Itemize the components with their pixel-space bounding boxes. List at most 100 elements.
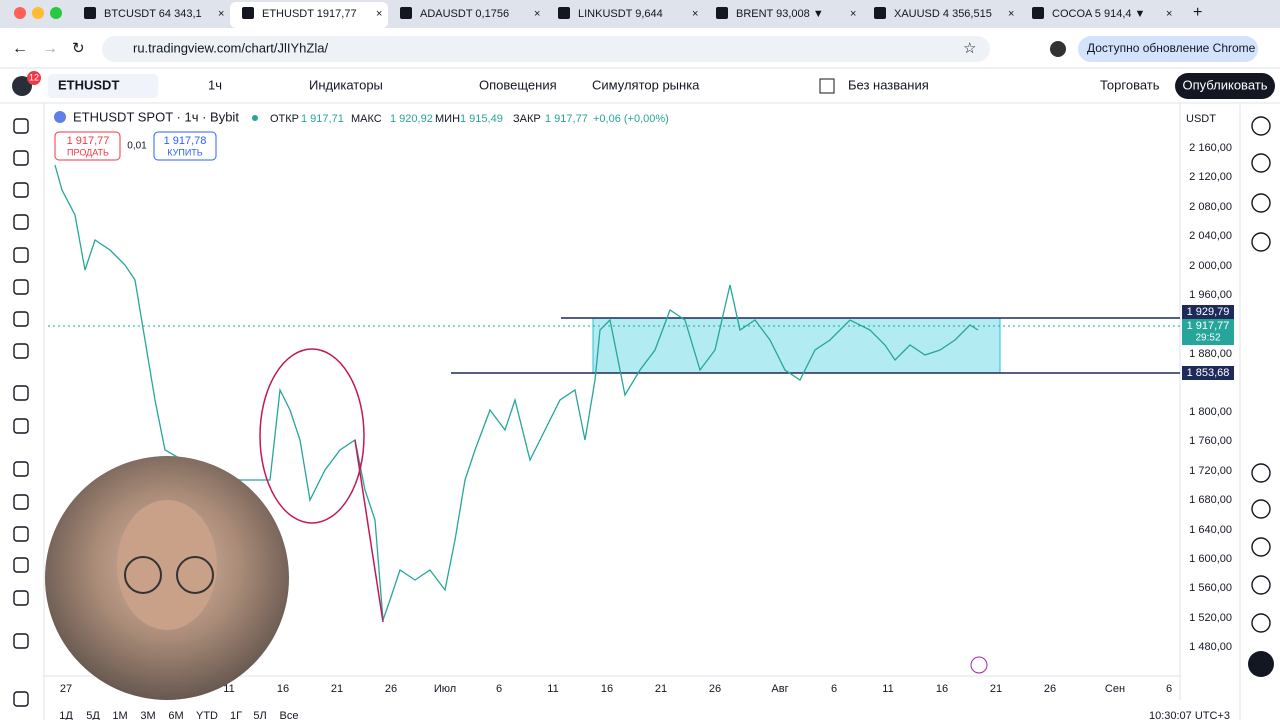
range-button[interactable]: 6М [168,710,183,722]
tool-icon[interactable] [13,633,29,649]
time-label: 11 [547,683,558,695]
time-label: 6 [496,683,502,695]
time-label: Сен [1105,683,1125,695]
sidebar-icon[interactable] [1251,232,1271,252]
buy-button[interactable] [153,131,217,161]
sidebar-icon[interactable] [1251,153,1271,173]
tab-title[interactable]: BRENT 93,008 ▼ [736,8,824,20]
price-label: 1 960,00 [1189,289,1232,301]
omnibox[interactable] [102,36,990,62]
tab-title[interactable]: XAUUSD 4 356,515 [894,8,992,20]
tab-title[interactable]: BTCUSDT 64 343,1 [104,8,202,20]
tool-icon[interactable] [13,311,29,327]
time-label: 27 [60,683,72,695]
upper-level: 1 929,79 [1187,306,1230,318]
indicators[interactable]: Индикаторы [309,77,383,92]
new-tab[interactable]: + [1193,4,1202,21]
price-label: 1 520,00 [1189,612,1232,624]
replay[interactable]: Симулятор рынка [592,77,700,92]
max-dot[interactable] [50,7,62,19]
avatar[interactable] [12,76,32,96]
back[interactable]: ← [12,40,28,57]
tab-close[interactable]: × [376,8,382,20]
sidebar-icon[interactable] [1251,575,1271,595]
alerts[interactable]: Оповещения [479,77,557,92]
tool-icon[interactable] [13,182,29,198]
apps-button[interactable] [1248,651,1274,677]
range-button[interactable]: YTD [196,710,218,722]
profile[interactable] [1050,41,1066,57]
tab-close[interactable]: × [1008,8,1014,20]
sidebar-icon[interactable] [1251,116,1271,136]
line-drawing[interactable] [354,439,384,623]
symbol-box[interactable] [48,74,158,98]
legend-close: 1 917,77 [545,113,588,125]
active-tab[interactable] [230,2,388,28]
price-label: 2 120,00 [1189,171,1232,183]
tool-icon[interactable] [13,461,29,477]
update-button[interactable] [1078,36,1258,62]
tab-close[interactable]: × [218,8,224,20]
tab-title[interactable]: LINKUSDT 9,644 [578,8,663,20]
currency[interactable]: USDT [1186,113,1216,125]
sidebar-icon[interactable] [1251,193,1271,213]
tool-icon[interactable] [13,590,29,606]
range-box[interactable] [592,317,1001,374]
lightning[interactable] [970,656,988,674]
tab-title[interactable]: COCOA 5 914,4 ▼ [1052,8,1145,20]
tool-icon[interactable] [13,214,29,230]
legend-high: 1 920,92 [390,113,433,125]
sidebar-icon[interactable] [1251,499,1271,519]
range-button[interactable]: 1М [112,710,127,722]
tool-icon[interactable] [13,691,29,707]
range-button[interactable]: 1Д [59,710,73,722]
range-button[interactable]: 3М [140,710,155,722]
publish-button[interactable] [1175,73,1275,99]
sidebar-icon[interactable] [1251,463,1271,483]
price-label: 2 160,00 [1189,142,1232,154]
tab-close[interactable]: × [1166,8,1172,20]
price-label: 1 600,00 [1189,553,1232,565]
interval[interactable]: 1ч [208,77,222,92]
tool-icon[interactable] [13,385,29,401]
tab-icon [874,7,886,19]
min-dot[interactable] [32,7,44,19]
buy-price: 1 917,78 [164,135,207,147]
range-button[interactable]: 1Г [230,710,242,722]
tool-icon[interactable] [13,526,29,542]
trade[interactable]: Торговать [1100,77,1160,92]
sidebar-icon[interactable] [1251,613,1271,633]
tab-close[interactable]: × [850,8,856,20]
tool-icon[interactable] [13,494,29,510]
forward[interactable]: → [42,40,58,57]
tab-icon [558,7,570,19]
tab-close[interactable]: × [534,8,540,20]
tab-title[interactable]: ETHUSDT 1917,77 [262,8,357,20]
tool-icon[interactable] [13,279,29,295]
legend-low: 1 915,49 [460,113,503,125]
eth-icon [54,111,66,123]
sidebar-icon[interactable] [1251,537,1271,557]
tool-icon[interactable] [13,557,29,573]
time-label: 26 [709,683,721,695]
checkbox[interactable] [819,78,835,94]
tab-title[interactable]: ADAUSDT 0,1756 [420,8,509,20]
tool-icon[interactable] [13,247,29,263]
tool-icon[interactable] [13,343,29,359]
range-button[interactable]: 5Л [253,710,266,722]
tab-close[interactable]: × [692,8,698,20]
layout-name[interactable]: Без названия [848,77,929,92]
sell-button[interactable] [54,131,121,161]
close-dot[interactable] [14,7,26,19]
circle-drawing[interactable] [259,348,365,524]
tool-icon[interactable] [13,118,29,134]
tool-icon[interactable] [13,150,29,166]
legend-open-label: ОТКР [270,113,299,125]
star[interactable]: ☆ [963,40,976,57]
reload[interactable]: ↻ [72,40,85,57]
range-button[interactable]: 5Д [86,710,100,722]
tool-icon[interactable] [13,418,29,434]
range-button[interactable]: Все [280,710,299,722]
legend-close-label: ЗАКР [513,113,541,125]
time-label: Авг [771,683,788,695]
